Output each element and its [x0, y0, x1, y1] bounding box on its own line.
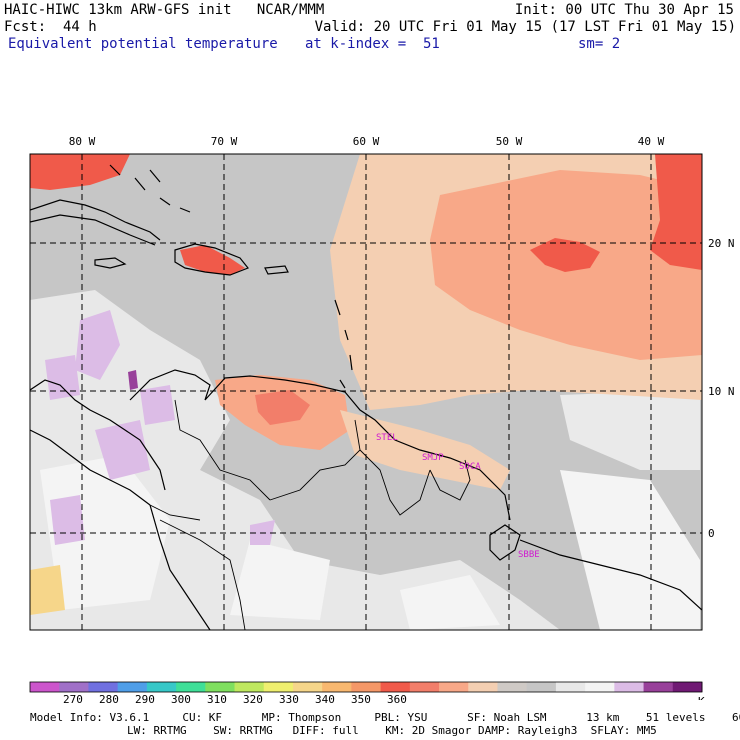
colorbar-label: 360 [387, 693, 407, 706]
field-white-east-band [560, 390, 700, 470]
lon-label-80w: 80 W [69, 135, 96, 148]
field-red-hispaniola [180, 245, 245, 275]
colorbar-swatch [88, 682, 119, 692]
colorbar-swatch [234, 682, 265, 692]
colorbar-swatch [292, 682, 323, 692]
field-red-central-atlantic [530, 238, 600, 272]
colorbar-label: 300 [171, 693, 191, 706]
map-frame [29, 153, 703, 631]
hispaniola-coast [174, 243, 249, 276]
colorbar-swatch [30, 682, 60, 692]
colorbar-swatch [439, 682, 469, 692]
country-borders [149, 399, 471, 630]
lat-label-10n: 10 N [708, 385, 735, 398]
station-labels: STEL SMJP SOCA SBBE [376, 433, 540, 560]
bahamas [109, 164, 191, 213]
valid-time: Valid: 20 UTC Fri 01 May 15 (17 LST Fri … [314, 19, 736, 35]
colorbar-label: 330 [279, 693, 299, 706]
colorbar-swatch [497, 682, 528, 692]
latitude-labels: 20 N 10 N 0 [708, 237, 735, 540]
station-sbbe: SBBE [518, 550, 540, 560]
colorbar-swatch [380, 682, 411, 692]
station-soca: SOCA [459, 462, 481, 472]
colorbar-swatch [409, 682, 440, 692]
colorbar-swatch [351, 682, 382, 692]
colorbar-unit: K [698, 695, 705, 700]
venezuela-brazil-border [269, 419, 361, 501]
lon-label-40w: 40 W [638, 135, 665, 148]
lon-label-50w: 50 W [496, 135, 523, 148]
colorbar-label: 290 [135, 693, 155, 706]
lat-label-eq: 0 [708, 527, 715, 540]
level-info: at k-index = 51 [305, 36, 440, 52]
init-time: Init: 00 UTC Thu 30 Apr 15 [514, 2, 734, 18]
forecast-hour: Fcst: 44 h [4, 19, 97, 35]
lon-label-70w: 70 W [211, 135, 238, 148]
field-orange-fringe [30, 565, 65, 615]
puerto-rico-coast [264, 265, 289, 275]
colorbar-label: 310 [207, 693, 227, 706]
colorbar-swatch [555, 682, 586, 692]
lat-lon-grid [30, 154, 702, 630]
station-stel: STEL [376, 433, 398, 443]
field-red-northeast [650, 154, 702, 270]
amazon-delta [489, 524, 521, 561]
colorbar-swatch [263, 682, 294, 692]
longitude-labels: 80 W 70 W 60 W 50 W 40 W [69, 135, 665, 148]
field-name: Equivalent potential temperature [8, 36, 278, 52]
lon-label-60w: 60 W [353, 135, 380, 148]
colorbar-label: 350 [351, 693, 371, 706]
suriname-border [429, 459, 471, 501]
colombia-ecuador-border [149, 504, 201, 521]
colorbar-swatch [176, 682, 206, 692]
colorbar-swatch [117, 682, 148, 692]
colorbar-swatch [205, 682, 236, 692]
brazil-coast [519, 539, 702, 611]
field-white-patches [40, 455, 700, 630]
colorbar-swatch [526, 682, 557, 692]
colorbar-swatch [59, 682, 89, 692]
colorbar-swatch [672, 682, 703, 692]
colorbar-swatch [322, 682, 352, 692]
station-smjp: SMJP [422, 453, 444, 463]
footer-model-info: Model Info: V3.6.1 CU: KF MP: Thompson P… [30, 711, 740, 724]
colorbar-swatch [585, 682, 615, 692]
lesser-antilles [334, 299, 353, 389]
guyana-border [359, 449, 431, 516]
colorbar-label: 340 [315, 693, 335, 706]
colorbar-swatch [643, 682, 674, 692]
lat-label-20n: 20 N [708, 237, 735, 250]
field-venezuela-red [255, 390, 310, 425]
footer-physics-info: LW: RRTMG SW: RRTMG DIFF: full KM: 2D Sm… [127, 724, 657, 737]
colorbar-label: 320 [243, 693, 263, 706]
jamaica-coast [94, 257, 127, 269]
colorbar-frame [29, 681, 703, 693]
colorbar-label: 270 [63, 693, 83, 706]
smoothing-info: sm= 2 [578, 36, 621, 52]
field-purple-dark [128, 370, 138, 390]
colombia-venezuela-border [174, 399, 271, 501]
coastlines [30, 164, 702, 630]
theta-e-field [30, 154, 702, 630]
colorbar-swatch [468, 682, 498, 692]
map-plot: 80 W 70 W 60 W 50 W 40 W 20 N 10 N 0 [29, 135, 735, 700]
model-title: HAIC-HIWC 13km ARW-GFS init NCAR/MMM [4, 2, 325, 18]
colombia-peru-border [159, 519, 246, 630]
field-red-northwest [30, 154, 130, 190]
colorbar-label: 280 [99, 693, 119, 706]
south-america-west-coast [149, 504, 211, 630]
south-america-north-coast [129, 369, 511, 521]
cuba-coast [30, 199, 161, 246]
field-purple-patches [45, 310, 275, 545]
central-america-coast [30, 379, 166, 506]
colorbar [30, 682, 703, 692]
colorbar-swatch [614, 682, 645, 692]
colorbar-swatch [146, 682, 177, 692]
